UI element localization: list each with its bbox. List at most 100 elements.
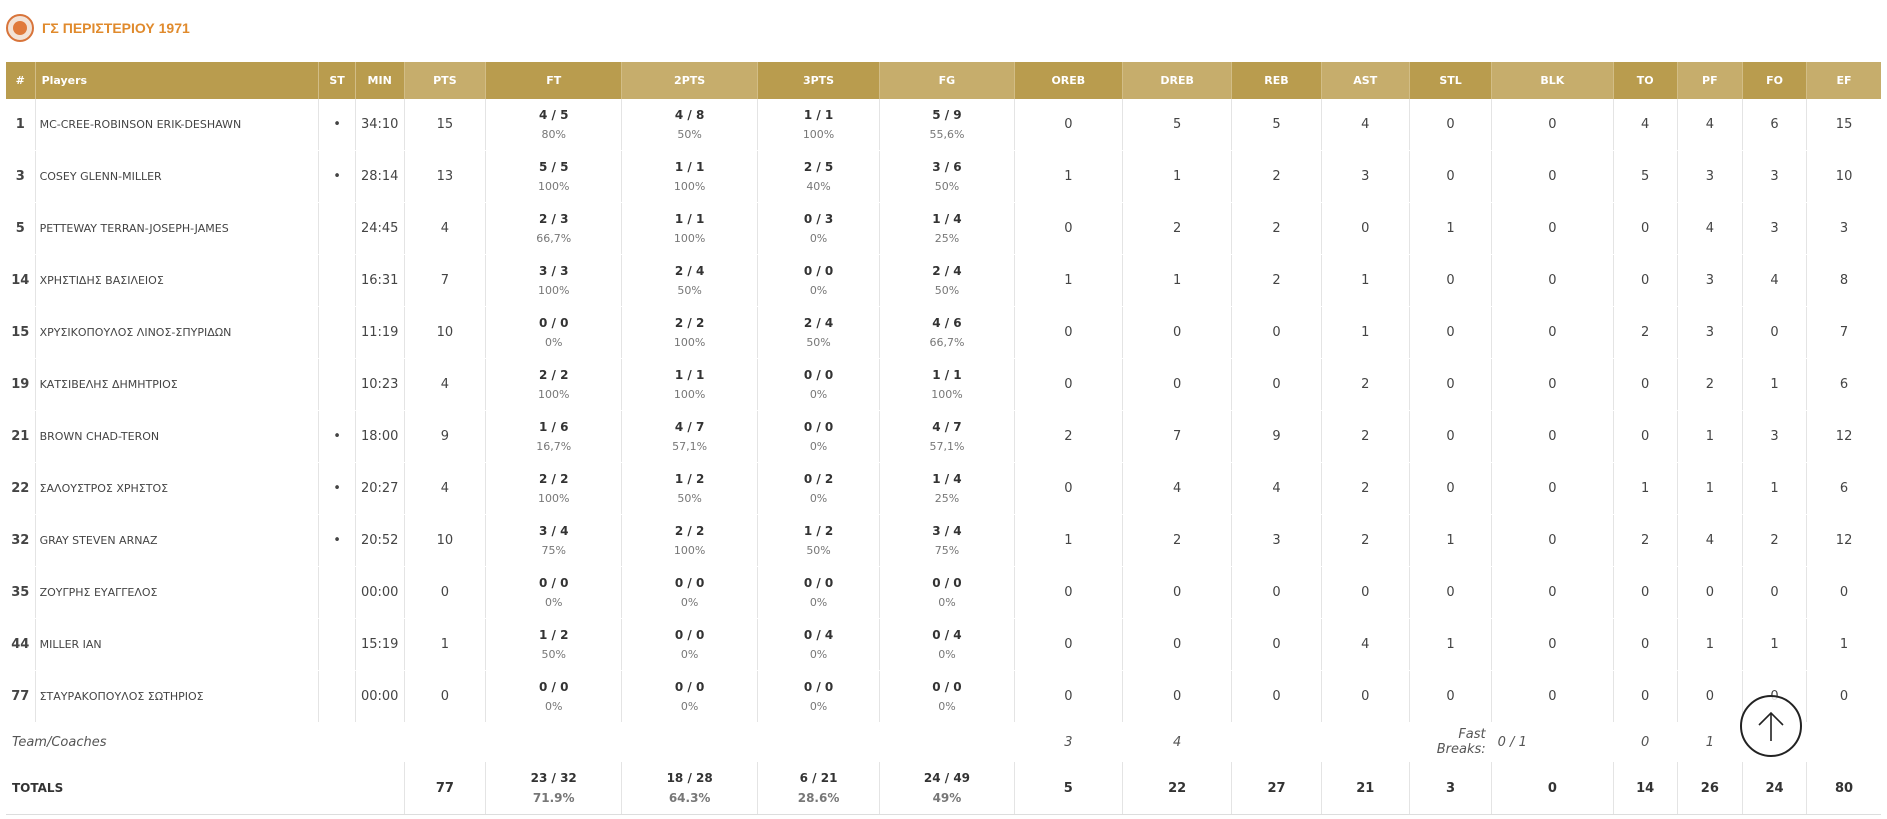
- stat-fo: 3: [1742, 410, 1808, 463]
- points: 4: [404, 462, 487, 515]
- totals-to: 14: [1613, 761, 1678, 815]
- minutes: 00:00: [355, 566, 405, 619]
- stat-blk: 0: [1491, 462, 1614, 515]
- team-logo-icon: [6, 14, 34, 42]
- three-pointers: 0 / 0 0%: [757, 358, 881, 411]
- stat-ef: 10: [1806, 150, 1881, 203]
- points: 0: [404, 670, 487, 723]
- stat-fo: 3: [1742, 202, 1808, 255]
- two-pointers-percentage: 57,1%: [672, 439, 708, 453]
- totals-ast: 21: [1321, 761, 1410, 815]
- stat-pf: 2: [1677, 358, 1743, 411]
- totals-pf: 26: [1677, 761, 1743, 815]
- stat-pf: 1: [1677, 462, 1743, 515]
- stat-oreb: 0: [1014, 670, 1124, 723]
- player-name[interactable]: ΣΑΛΟΥΣΤΡΟΣ ΧΡΗΣΤΟΣ: [35, 462, 320, 515]
- field-goals-percentage: 50%: [934, 283, 960, 297]
- three-pointers: 0 / 0 0%: [757, 566, 881, 619]
- scroll-to-top-button[interactable]: [1740, 695, 1802, 757]
- three-pointers-percentage: 0%: [809, 699, 828, 713]
- player-name[interactable]: ΧΡΥΣΙΚΟΠΟΥΛΟΣ ΛΙΝΟΣ-ΣΠΥΡΙΔΩΝ: [35, 306, 320, 359]
- column-header-pf: PF: [1677, 62, 1743, 99]
- player-number: 5: [6, 202, 36, 255]
- player-name[interactable]: ΚΑΤΣΙΒΕΛΗΣ ΔΗΜΗΤΡΙΟΣ: [35, 358, 320, 411]
- player-number: 77: [6, 670, 36, 723]
- two-pointers-made-attempted: 2 / 2: [674, 523, 705, 538]
- free-throws-made-attempted: 1 / 6: [538, 419, 569, 434]
- points: 1: [404, 618, 487, 671]
- free-throws: 0 / 0 0%: [485, 566, 623, 619]
- field-goals-made-attempted: 1 / 4: [932, 471, 962, 486]
- minutes: 20:52: [355, 514, 405, 567]
- two-pointers: 0 / 0 0%: [621, 618, 758, 671]
- stat-stl: 0: [1409, 566, 1493, 619]
- column-header-min: MIN: [355, 62, 405, 99]
- box-score-table: # Players ST MIN PTS FT 2PTS 3PTS FG OREB DREB REB A…: [6, 62, 1881, 815]
- three-pointers: 0 / 0 0%: [757, 410, 881, 463]
- column-header-fg: FG: [879, 62, 1015, 99]
- stat-fo: 0: [1742, 306, 1808, 359]
- field-goals-percentage: 0%: [938, 647, 956, 661]
- field-goals-percentage: 0%: [938, 595, 956, 609]
- two-pointers-percentage: 100%: [673, 179, 706, 193]
- player-name[interactable]: PETTEWAY TERRAN-JOSEPH-JAMES: [35, 202, 320, 255]
- field-goals: 0 / 0 0%: [879, 566, 1015, 619]
- player-name[interactable]: BROWN CHAD-TERON: [35, 410, 320, 463]
- player-name[interactable]: MILLER IAN: [35, 618, 320, 671]
- stat-pf: 0: [1677, 670, 1743, 723]
- player-name[interactable]: ΧΡΗΣΤΙΔΗΣ ΒΑΣΙΛΕΙΟΣ: [35, 254, 320, 307]
- stat-ef: 15: [1806, 99, 1881, 151]
- field-goals: 1 / 1 100%: [879, 358, 1015, 411]
- player-row: 22 ΣΑΛΟΥΣΤΡΟΣ ΧΡΗΣΤΟΣ • 20:27 4 2 / 2 100% 1 / …: [6, 462, 1881, 515]
- two-pointers-percentage: 0%: [680, 595, 699, 609]
- two-pointers: 0 / 0 0%: [621, 566, 758, 619]
- field-goals: 5 / 9 55,6%: [879, 99, 1015, 151]
- points: 7: [404, 254, 487, 307]
- free-throws-made-attempted: 4 / 5: [538, 107, 569, 122]
- stat-stl: 1: [1409, 618, 1493, 671]
- stat-reb: 3: [1231, 514, 1322, 567]
- three-pointers-percentage: 0%: [809, 231, 828, 245]
- two-pointers-made-attempted: 4 / 7: [674, 419, 705, 434]
- two-pointers-made-attempted: 0 / 0: [674, 575, 705, 590]
- three-pointers: 0 / 4 0%: [757, 618, 881, 671]
- player-name[interactable]: GRAY STEVEN ARNAZ: [35, 514, 320, 567]
- field-goals: 1 / 4 25%: [879, 462, 1015, 515]
- minutes: 34:10: [355, 99, 405, 151]
- stat-dreb: 2: [1122, 202, 1233, 255]
- two-pointers-made-attempted: 1 / 1: [674, 367, 705, 382]
- player-name[interactable]: ΣΤΑΥΡΑΚΟΠΟΥΛΟΣ ΣΩΤΗΡΙΟΣ: [35, 670, 320, 723]
- stat-to: 0: [1613, 670, 1678, 723]
- totals-dreb: 22: [1122, 761, 1233, 815]
- two-pointers-made-attempted: 1 / 1: [674, 159, 705, 174]
- stat-dreb: 0: [1122, 566, 1233, 619]
- stat-dreb: 4: [1122, 462, 1233, 515]
- stat-dreb: 0: [1122, 670, 1233, 723]
- stat-pf: 3: [1677, 150, 1743, 203]
- player-name[interactable]: COSEY GLENN-MILLER: [35, 150, 320, 203]
- stat-fo: 4: [1742, 254, 1808, 307]
- column-header-players: Players: [35, 62, 320, 99]
- field-goals-made-attempted: 1 / 1: [932, 367, 962, 382]
- stat-ast: 2: [1321, 514, 1410, 567]
- free-throws-made-attempted: 2 / 3: [538, 211, 569, 226]
- totals-field-goals-percentage: 49%: [932, 791, 962, 805]
- three-pointers-made-attempted: 0 / 0: [803, 575, 834, 590]
- free-throws-percentage: 16,7%: [536, 439, 572, 453]
- team-to: 0: [1613, 722, 1678, 762]
- stat-to: 0: [1613, 358, 1678, 411]
- stat-oreb: 0: [1014, 99, 1124, 151]
- player-name[interactable]: ΖΟΥΓΡΗΣ ΕΥΑΓΓΕΛΟΣ: [35, 566, 320, 619]
- player-number: 44: [6, 618, 36, 671]
- totals-free-throws: 23 / 32 71.9%: [485, 761, 623, 815]
- starter-marker: [318, 670, 356, 723]
- column-header-ft: FT: [485, 62, 623, 99]
- totals-reb: 27: [1231, 761, 1322, 815]
- column-header-ef: EF: [1806, 62, 1881, 99]
- player-name[interactable]: MC-CREE-ROBINSON ERIK-DESHAWN: [35, 99, 320, 151]
- stat-oreb: 1: [1014, 514, 1124, 567]
- points: 0: [404, 566, 487, 619]
- free-throws-made-attempted: 0 / 0: [538, 679, 569, 694]
- stat-oreb: 0: [1014, 358, 1124, 411]
- free-throws-made-attempted: 2 / 2: [538, 471, 569, 486]
